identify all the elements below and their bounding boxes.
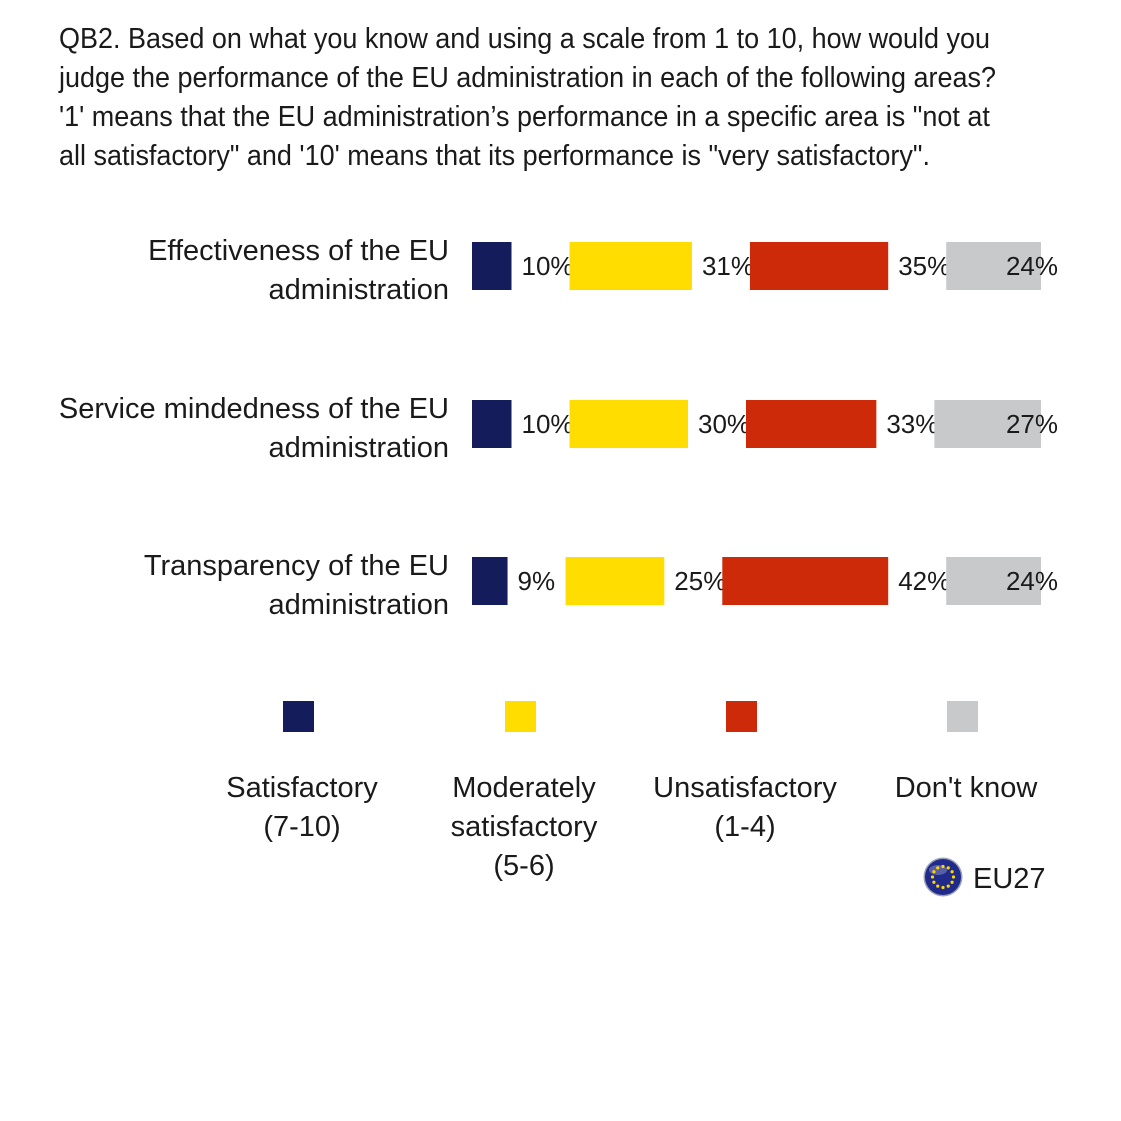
data-label: 9% [518,566,556,596]
legend-label: (7-10) [263,811,340,843]
legend-item: Don't know [895,701,1039,804]
legend-label: Moderately [452,772,596,804]
bar [749,242,889,290]
data-label: 27% [1006,409,1058,439]
legend-item: Moderately satisfactory (5-6) [451,701,598,882]
legend-item: Unsatisfactory (1-4) [653,701,837,843]
category-row: Service mindedness of the EU administrati… [59,393,1058,464]
legend-label: satisfactory [451,811,598,843]
data-label: 31% [702,251,754,281]
eu-flag-icon [923,857,963,897]
bar [472,557,508,605]
legend-label: (5-6) [493,850,554,882]
data-label: 10% [522,409,574,439]
data-label: 35% [898,251,950,281]
legend-label: Don't know [895,772,1039,804]
chart-rows: Effectiveness of the EU administration 10%… [59,235,1058,621]
category-label: Transparency of the EU [144,550,449,582]
region-badge: EU27 [923,857,1046,897]
legend-swatch [947,701,978,732]
legend-swatch [505,701,536,732]
data-label: 25% [674,566,726,596]
legend-swatch [283,701,314,732]
data-label: 10% [522,251,574,281]
category-row: Transparency of the EU administration 9% 25… [144,550,1058,621]
data-label: 24% [1006,566,1058,596]
bar [722,557,889,605]
data-label: 30% [698,409,750,439]
category-label: Effectiveness of the EU [148,235,449,267]
data-label: 24% [1006,251,1058,281]
bar [472,242,512,290]
bar [946,557,1041,605]
legend-item: Satisfactory (7-10) [226,701,378,843]
legend-label: Unsatisfactory [653,772,837,804]
bar [934,400,1041,448]
category-label: administration [268,432,449,464]
legend-label: (1-4) [714,811,775,843]
region-label: EU27 [973,863,1046,895]
bar [472,400,512,448]
data-label: 42% [898,566,950,596]
bar [946,242,1041,290]
bar [746,400,877,448]
category-label: Service mindedness of the EU [59,393,449,425]
bar [569,242,692,290]
category-label: administration [268,274,449,306]
data-label: 33% [886,409,938,439]
category-label: administration [268,589,449,621]
legend: Satisfactory (7-10) Moderately satisfactory… [226,701,1038,882]
bar [569,400,688,448]
legend-swatch [726,701,757,732]
bar [565,557,665,605]
category-row: Effectiveness of the EU administration 10%… [148,235,1058,306]
question-text: QB2. Based on what you know and using a … [59,23,997,172]
legend-label: Satisfactory [226,772,378,804]
